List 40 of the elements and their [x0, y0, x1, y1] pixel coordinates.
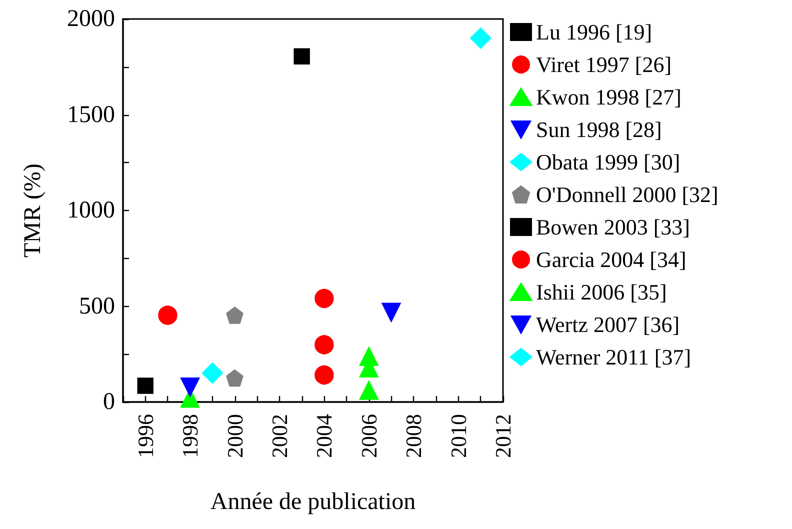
legend-label: Ishii 2006 [35] — [536, 280, 667, 304]
x-tick-label: 1998 — [178, 414, 203, 458]
point — [158, 306, 178, 325]
point — [180, 377, 200, 397]
x-tick-label: 2008 — [401, 414, 426, 458]
y-tick-label: 500 — [79, 293, 115, 320]
x-tick-label: 1996 — [132, 414, 158, 458]
x-tick-label: 2002 — [266, 414, 292, 458]
x-axis-title: Année de publication — [210, 489, 416, 515]
legend-label: Werner 2011 [37] — [536, 344, 692, 370]
legend-label: O'Donnell 2000 [32] — [536, 182, 718, 207]
point — [226, 306, 244, 324]
legend-label: Kwon 1998 [27] — [536, 84, 682, 110]
point — [314, 335, 334, 354]
x-tick-label: 2012 — [490, 414, 516, 458]
point — [294, 48, 310, 64]
legend-label: Lu 1996 [19] — [536, 20, 652, 44]
y-tick-label: 1000 — [67, 198, 115, 224]
x-tick-label: 2004 — [312, 414, 337, 458]
point — [359, 380, 378, 400]
legend-label: Obata 1999 [30] — [536, 150, 680, 174]
legend-label: Wertz 2007 [36] — [536, 312, 680, 337]
y-tick-label: 2000 — [67, 6, 115, 32]
y-axis-title: TMR (%) — [20, 164, 46, 258]
x-tick-label: 2010 — [446, 414, 471, 458]
legend-label: Viret 1997 [26] — [536, 52, 672, 77]
legend-label: Sun 1998 [28] — [536, 117, 662, 142]
point — [314, 365, 334, 385]
legend-label: Bowen 2003 [33] — [536, 214, 690, 240]
y-tick-label: 0 — [103, 389, 115, 415]
point — [382, 302, 401, 322]
point — [314, 288, 334, 308]
point — [470, 28, 492, 49]
x-tick-label: 2006 — [356, 414, 382, 458]
point — [202, 362, 224, 384]
y-tick-label: 1500 — [67, 102, 115, 128]
legend-label: Garcia 2004 [34] — [536, 247, 686, 272]
point — [226, 369, 244, 387]
point — [137, 378, 154, 394]
x-tick-label: 2000 — [222, 414, 248, 458]
